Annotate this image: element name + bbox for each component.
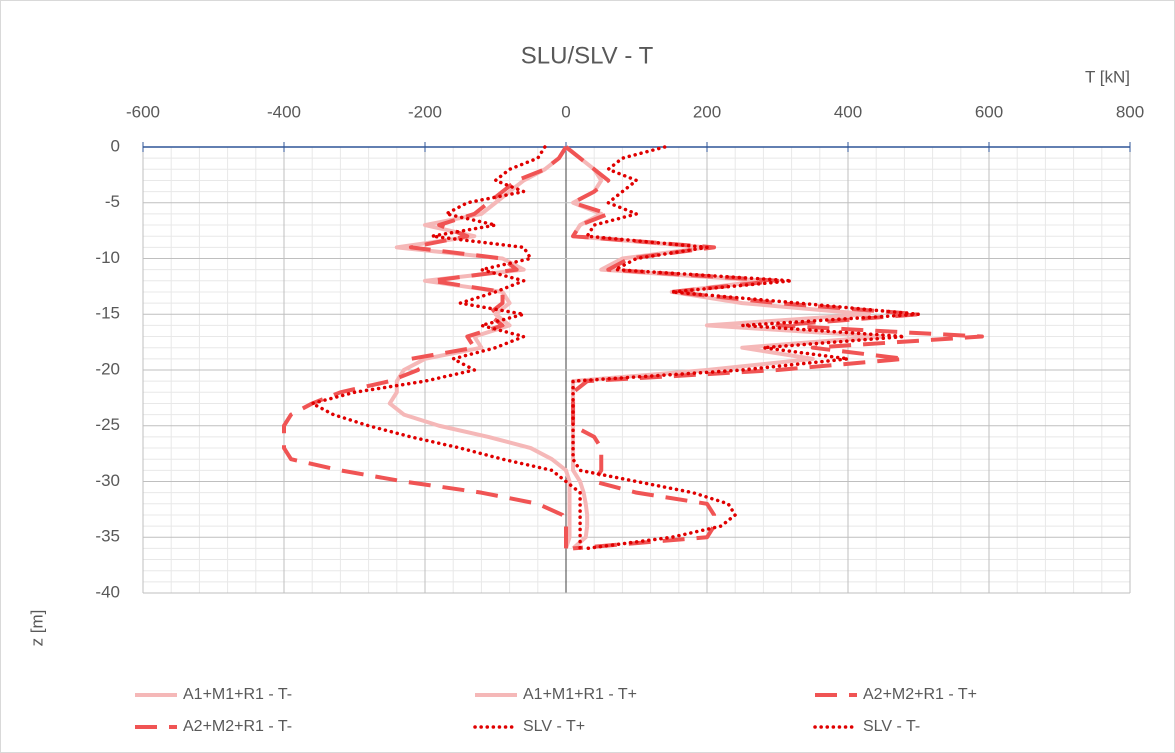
x-tick-label: 200: [693, 102, 721, 121]
series-line: [310, 145, 582, 551]
series-line: [571, 145, 921, 551]
x-tick-label: -600: [126, 102, 160, 121]
y-tick-label: 0: [111, 136, 120, 155]
x-tick-label: 800: [1116, 102, 1144, 121]
y-tick-label: -15: [95, 304, 120, 323]
y-tick-label: -20: [95, 359, 120, 378]
legend-label: A2+M2+R1 - T-: [183, 718, 292, 735]
x-tick-label: 400: [834, 102, 862, 121]
legend-label: A1+M1+R1 - T-: [183, 686, 292, 703]
legend-label: SLV - T-: [863, 718, 920, 735]
y-axis-label: z [m]: [27, 610, 46, 647]
y-tick-label: -35: [95, 527, 120, 546]
legend-label: A1+M1+R1 - T+: [523, 686, 637, 703]
series-line: [282, 145, 568, 549]
series-line: [564, 145, 886, 550]
y-tick-label: -25: [95, 415, 120, 434]
x-tick-label: 0: [561, 102, 570, 121]
x-tick-label: 600: [975, 102, 1003, 121]
x-tick-label: -200: [408, 102, 442, 121]
x-tick-label: -400: [267, 102, 301, 121]
y-tick-label: -40: [95, 582, 120, 601]
chart-title: SLU/SLV - T: [521, 42, 654, 69]
y-tick-label: -10: [95, 248, 120, 267]
x-axis-label: T [kN]: [1085, 67, 1130, 86]
legend-label: A2+M2+R1 - T+: [863, 686, 977, 703]
legend-label: SLV - T+: [523, 718, 585, 735]
y-tick-label: -30: [95, 471, 120, 490]
y-tick-label: -5: [105, 192, 120, 211]
series-line: [387, 145, 572, 550]
series-line: [564, 145, 984, 551]
